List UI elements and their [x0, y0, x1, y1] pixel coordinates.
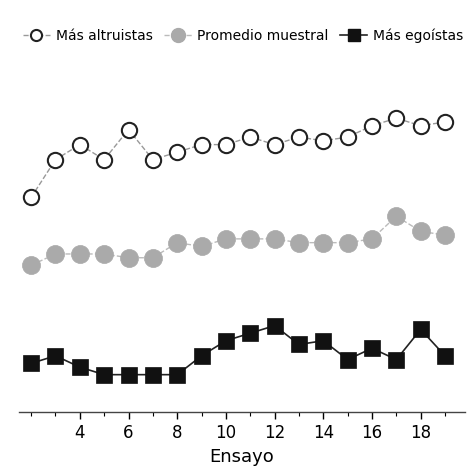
Legend: Más altruistas, Promedio muestral, Más egoístas: Más altruistas, Promedio muestral, Más e… [17, 23, 469, 48]
X-axis label: Ensayo: Ensayo [210, 448, 274, 466]
